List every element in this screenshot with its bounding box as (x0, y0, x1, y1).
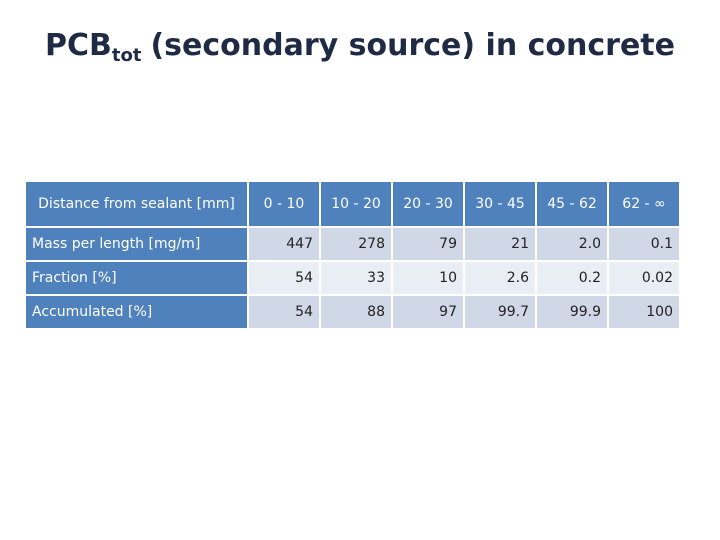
table-cell: 278 (321, 228, 391, 260)
slide-title: PCBtot (secondary source) in concrete (0, 28, 720, 66)
row-label: Mass per length [mg/m] (26, 228, 247, 260)
row-label: Accumulated [%] (26, 296, 247, 328)
table-cell: 99.9 (537, 296, 607, 328)
table-cell: 100 (609, 296, 679, 328)
table-cell: 2.0 (537, 228, 607, 260)
header-row: Distance from sealant [mm] 0 - 10 10 - 20 2… (26, 182, 679, 226)
title-main: PCB (45, 28, 112, 63)
header-cell: 62 - ∞ (609, 182, 679, 226)
table-cell: 54 (249, 296, 319, 328)
table-row: Mass per length [mg/m] 447 278 79 21 2.0 0.1 (26, 228, 679, 260)
table-cell: 447 (249, 228, 319, 260)
data-table: Distance from sealant [mm] 0 - 10 10 - 20 2… (24, 180, 681, 330)
table-cell: 0.2 (537, 262, 607, 294)
row-label: Fraction [%] (26, 262, 247, 294)
table-cell: 0.1 (609, 228, 679, 260)
table-cell: 2.6 (465, 262, 535, 294)
table-row: Accumulated [%] 54 88 97 99.7 99.9 100 (26, 296, 679, 328)
table-cell: 88 (321, 296, 391, 328)
table-cell: 33 (321, 262, 391, 294)
header-cell: 30 - 45 (465, 182, 535, 226)
table-cell: 21 (465, 228, 535, 260)
header-cell: 20 - 30 (393, 182, 463, 226)
header-cell: 10 - 20 (321, 182, 391, 226)
title-rest: (secondary source) in concrete (150, 28, 675, 63)
table-row: Fraction [%] 54 33 10 2.6 0.2 0.02 (26, 262, 679, 294)
table-cell: 10 (393, 262, 463, 294)
table-cell: 99.7 (465, 296, 535, 328)
table-cell: 54 (249, 262, 319, 294)
table-cell: 97 (393, 296, 463, 328)
header-cell: 45 - 62 (537, 182, 607, 226)
title-subscript: tot (111, 45, 142, 66)
header-cell: 0 - 10 (249, 182, 319, 226)
header-cell: Distance from sealant [mm] (26, 182, 247, 226)
table-cell: 79 (393, 228, 463, 260)
table-cell: 0.02 (609, 262, 679, 294)
